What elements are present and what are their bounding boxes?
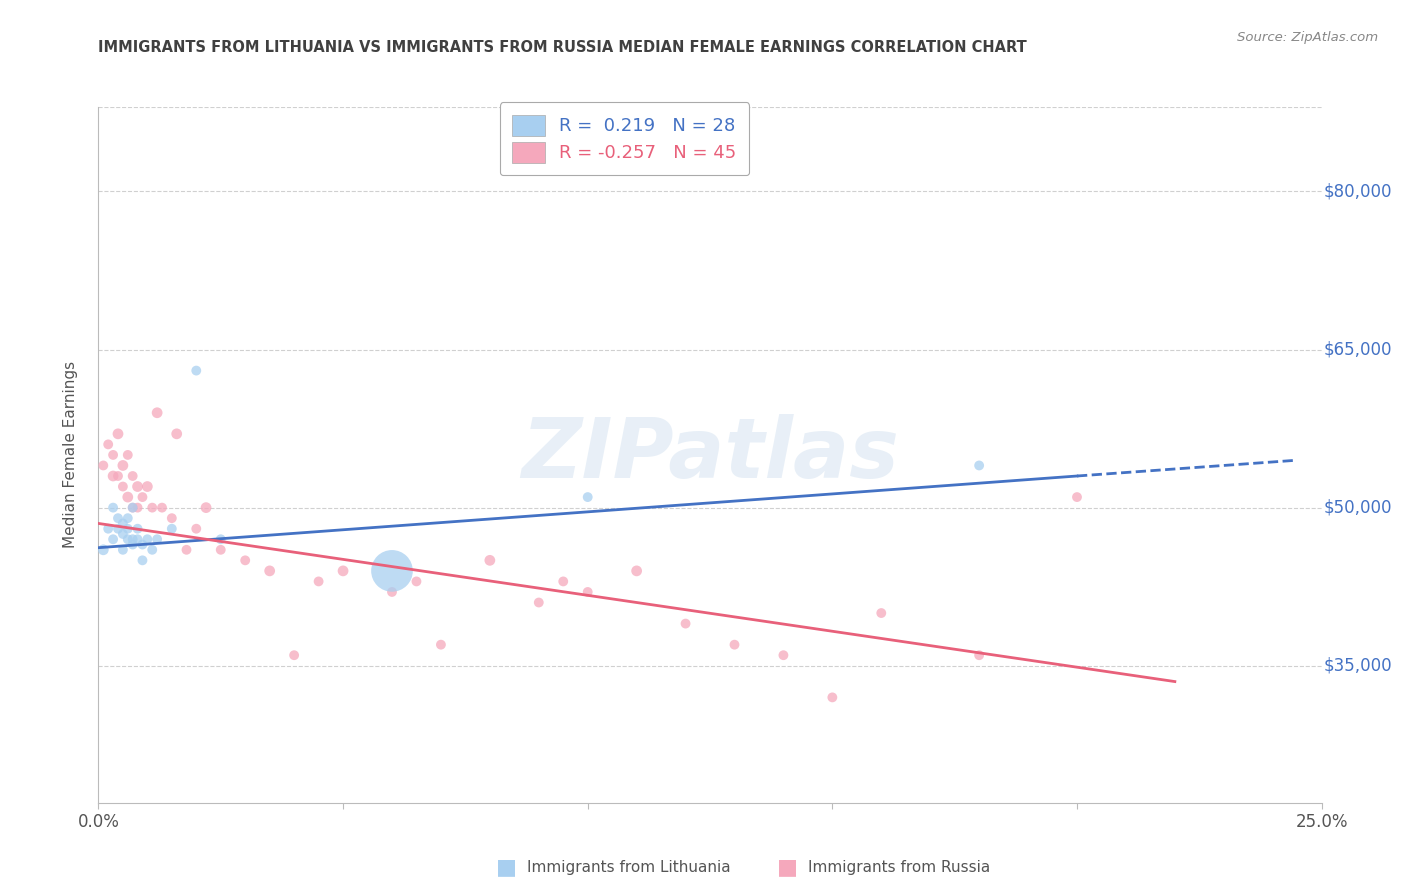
Point bbox=[117, 448, 139, 462]
Point bbox=[146, 533, 169, 547]
Point bbox=[107, 426, 129, 441]
Point bbox=[121, 537, 143, 551]
Point bbox=[117, 511, 139, 525]
Point bbox=[430, 638, 453, 652]
Point bbox=[821, 690, 844, 705]
Text: Immigrants from Lithuania: Immigrants from Lithuania bbox=[527, 860, 731, 874]
Point bbox=[626, 564, 648, 578]
Point bbox=[111, 458, 134, 473]
Point bbox=[141, 542, 163, 557]
Point bbox=[160, 522, 183, 536]
Point bbox=[381, 585, 404, 599]
Point bbox=[111, 479, 134, 493]
Point bbox=[166, 426, 188, 441]
Point bbox=[136, 533, 159, 547]
Point bbox=[91, 458, 114, 473]
Point bbox=[870, 606, 893, 620]
Point bbox=[111, 516, 134, 531]
Point bbox=[121, 500, 143, 515]
Text: ■: ■ bbox=[496, 857, 516, 877]
Point bbox=[127, 500, 149, 515]
Point bbox=[117, 522, 139, 536]
Point bbox=[259, 564, 281, 578]
Point bbox=[675, 616, 697, 631]
Point bbox=[283, 648, 305, 663]
Point bbox=[186, 363, 208, 377]
Point bbox=[209, 533, 232, 547]
Point bbox=[308, 574, 330, 589]
Point bbox=[101, 448, 124, 462]
Text: Source: ZipAtlas.com: Source: ZipAtlas.com bbox=[1237, 31, 1378, 45]
Point bbox=[186, 522, 208, 536]
Point bbox=[150, 500, 173, 515]
Point bbox=[107, 511, 129, 525]
Point bbox=[146, 406, 169, 420]
Point bbox=[121, 469, 143, 483]
Point bbox=[160, 511, 183, 525]
Point bbox=[117, 533, 139, 547]
Point bbox=[127, 533, 149, 547]
Point bbox=[117, 490, 139, 504]
Point bbox=[405, 574, 427, 589]
Text: $65,000: $65,000 bbox=[1324, 341, 1392, 359]
Point bbox=[723, 638, 745, 652]
Point bbox=[195, 500, 218, 515]
Text: ZIPatlas: ZIPatlas bbox=[522, 415, 898, 495]
Point bbox=[127, 479, 149, 493]
Text: ■: ■ bbox=[778, 857, 797, 877]
Text: IMMIGRANTS FROM LITHUANIA VS IMMIGRANTS FROM RUSSIA MEDIAN FEMALE EARNINGS CORRE: IMMIGRANTS FROM LITHUANIA VS IMMIGRANTS … bbox=[98, 40, 1028, 55]
Point bbox=[332, 564, 354, 578]
Point bbox=[141, 500, 163, 515]
Text: Immigrants from Russia: Immigrants from Russia bbox=[808, 860, 991, 874]
Point bbox=[576, 490, 599, 504]
Point bbox=[967, 648, 990, 663]
Point bbox=[381, 564, 404, 578]
Point bbox=[131, 553, 153, 567]
Legend: R =  0.219   N = 28, R = -0.257   N = 45: R = 0.219 N = 28, R = -0.257 N = 45 bbox=[499, 103, 749, 176]
Y-axis label: Median Female Earnings: Median Female Earnings bbox=[63, 361, 77, 549]
Point bbox=[121, 533, 143, 547]
Text: $35,000: $35,000 bbox=[1324, 657, 1393, 674]
Point bbox=[233, 553, 256, 567]
Point bbox=[97, 437, 120, 451]
Point bbox=[478, 553, 501, 567]
Point bbox=[967, 458, 990, 473]
Point bbox=[101, 533, 124, 547]
Point bbox=[127, 522, 149, 536]
Point bbox=[136, 479, 159, 493]
Point bbox=[1066, 490, 1088, 504]
Point bbox=[131, 490, 153, 504]
Point bbox=[111, 542, 134, 557]
Point bbox=[576, 585, 599, 599]
Point bbox=[121, 500, 143, 515]
Point bbox=[101, 500, 124, 515]
Point bbox=[772, 648, 794, 663]
Point bbox=[527, 595, 550, 609]
Point bbox=[107, 469, 129, 483]
Point bbox=[111, 527, 134, 541]
Point bbox=[107, 522, 129, 536]
Text: $50,000: $50,000 bbox=[1324, 499, 1392, 516]
Point bbox=[553, 574, 575, 589]
Point bbox=[176, 542, 198, 557]
Point bbox=[97, 522, 120, 536]
Text: $80,000: $80,000 bbox=[1324, 182, 1392, 201]
Point bbox=[131, 537, 153, 551]
Point bbox=[91, 542, 114, 557]
Point bbox=[209, 542, 232, 557]
Point bbox=[101, 469, 124, 483]
